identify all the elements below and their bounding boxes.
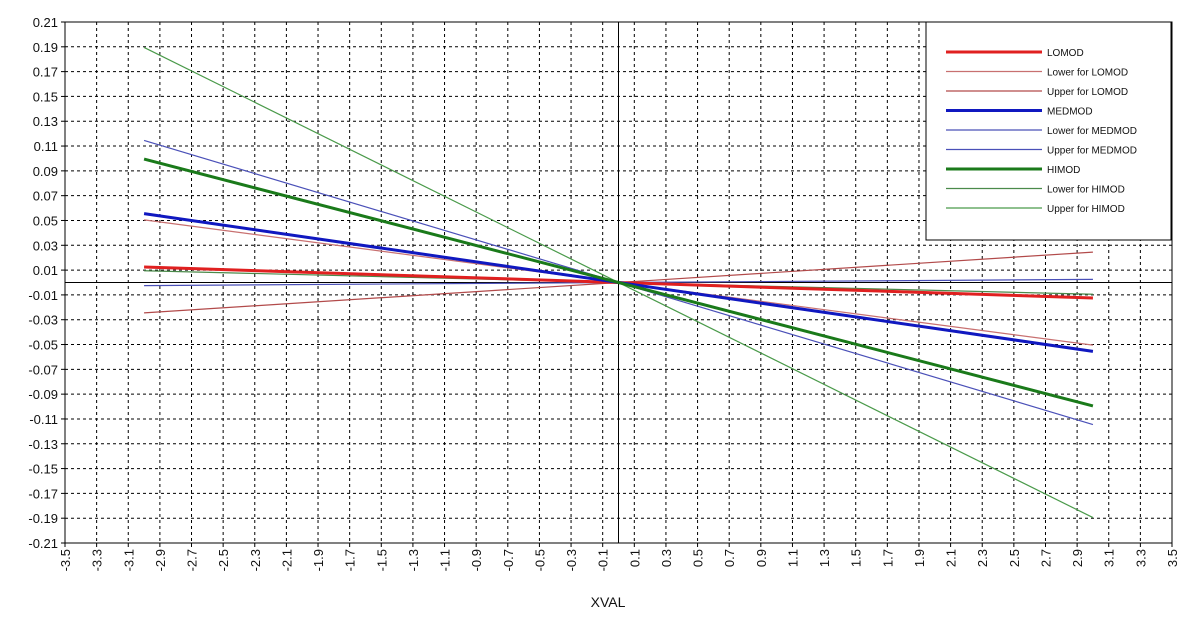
y-tick-label: -0.19: [28, 511, 58, 526]
y-tick-label: 0.13: [33, 114, 58, 129]
y-tick-label: 0.05: [33, 213, 58, 228]
y-tick-label: -0.17: [28, 486, 58, 501]
legend-label-lomod: LOMOD: [1047, 48, 1084, 59]
legend-label-upper-for-lomod: Upper for LOMOD: [1047, 87, 1128, 98]
x-tick-label: 0.3: [659, 549, 674, 567]
y-tick-label: 0.09: [33, 164, 58, 179]
x-tick-label: 2.3: [975, 549, 990, 567]
x-tick-labels: -3.5 -3.3 -3.1 -2.9 -2.7 -2.5 -2.3 -2.1 -1.9 -1.7…: [58, 543, 1180, 571]
x-tick-label: 1.7: [880, 549, 895, 567]
legend-label-upper-for-medmod: Upper for MEDMOD: [1047, 146, 1137, 157]
y-tick-label: 0.21: [33, 15, 58, 30]
x-tick-label: -0.3: [564, 549, 579, 571]
x-tick-label: 2.7: [1038, 549, 1053, 567]
x-tick-label: -3.3: [90, 549, 105, 571]
legend-label-medmod: MEDMOD: [1047, 107, 1093, 118]
x-tick-label: 3.1: [1102, 549, 1117, 567]
x-tick-label: -0.1: [596, 549, 611, 571]
x-tick-label: -2.5: [216, 549, 231, 571]
x-tick-label: 3.5: [1165, 549, 1180, 567]
y-tick-label: 0.03: [33, 238, 58, 253]
x-tick-label: 2.9: [1070, 549, 1085, 567]
y-tick-label: 0.01: [33, 263, 58, 278]
x-tick-label: -1.3: [406, 549, 421, 571]
y-tick-label: 0.11: [34, 139, 58, 154]
x-tick-label: 1.9: [912, 549, 927, 567]
y-tick-label: -0.11: [29, 412, 58, 427]
x-tick-label: -1.5: [374, 549, 389, 571]
y-tick-label: -0.01: [28, 288, 58, 303]
series-lines: [143, 46, 1094, 519]
legend-label-lower-for-medmod: Lower for MEDMOD: [1047, 126, 1137, 137]
x-tick-label: -2.7: [185, 549, 200, 571]
x-tick-label: -3.5: [58, 549, 73, 571]
y-tick-label: 0.19: [33, 40, 58, 55]
legend-box: [925, 21, 1172, 241]
legend-label-lower-for-himod: Lower for HIMOD: [1047, 185, 1125, 196]
x-tick-label: -2.9: [153, 549, 168, 571]
y-tick-label: -0.05: [28, 338, 58, 353]
x-tick-label: -0.9: [469, 549, 484, 571]
x-tick-label: -1.1: [438, 549, 453, 571]
legend-label-himod: HIMOD: [1047, 165, 1080, 176]
x-tick-label: 0.7: [722, 549, 737, 567]
series-line-himod: [143, 157, 1094, 408]
legend: LOMOD Lower for LOMOD Upper for LOMOD MEDMO…: [925, 21, 1172, 241]
y-tick-label: -0.09: [28, 387, 58, 402]
x-tick-label: 2.1: [944, 549, 959, 567]
y-tick-label: 0.17: [33, 65, 58, 80]
x-tick-label: 0.1: [627, 549, 642, 567]
x-tick-label: -2.1: [279, 549, 294, 571]
x-tick-label: -2.3: [248, 549, 263, 571]
x-tick-label: 3.3: [1133, 549, 1148, 567]
y-tick-label: 0.07: [33, 189, 58, 204]
y-tick-label: -0.15: [28, 462, 58, 477]
y-tick-label: -0.21: [28, 536, 58, 551]
x-tick-label: 1.3: [817, 549, 832, 567]
legend-label-lower-for-lomod: Lower for LOMOD: [1047, 68, 1128, 79]
y-tick-labels: 0.21 0.19 0.17 0.15 0.13 0.11 0.09 0.07 0.05 0.03…: [28, 15, 65, 551]
y-tick-label: -0.03: [28, 313, 58, 328]
y-tick-label: 0.15: [33, 89, 58, 104]
y-tick-label: -0.13: [28, 437, 58, 452]
legend-label-upper-for-himod: Upper for HIMOD: [1047, 204, 1125, 215]
x-tick-label: 0.9: [754, 549, 769, 567]
x-tick-label: 1.1: [785, 549, 800, 567]
x-tick-label: -0.5: [532, 549, 547, 571]
x-tick-label: 0.5: [691, 549, 706, 567]
x-tick-label: -0.7: [501, 549, 516, 571]
x-tick-label: -1.9: [311, 549, 326, 571]
x-tick-label: 2.5: [1007, 549, 1022, 567]
x-tick-label: 1.5: [849, 549, 864, 567]
y-tick-label: -0.07: [28, 362, 58, 377]
x-tick-label: -1.7: [343, 549, 358, 571]
x-tick-label: -3.1: [121, 549, 136, 571]
x-axis-title: XVAL: [591, 594, 626, 610]
